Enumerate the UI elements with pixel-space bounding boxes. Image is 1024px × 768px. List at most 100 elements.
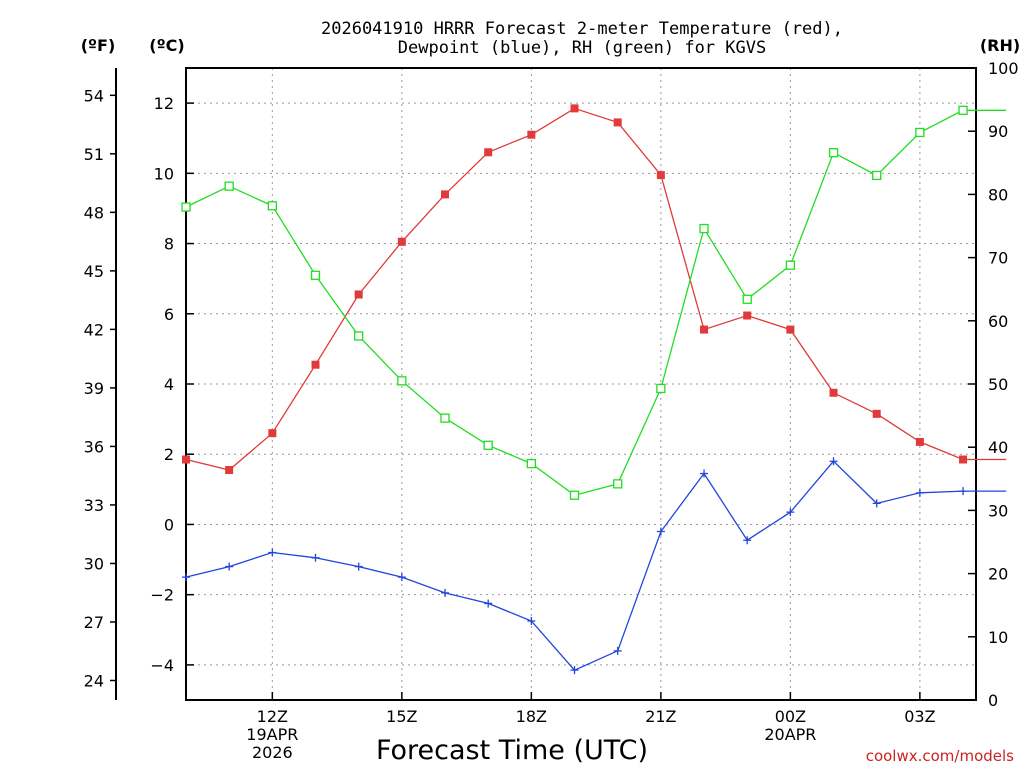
- x-tick-label: 00Z: [775, 707, 806, 726]
- temperature-point: [915, 437, 924, 446]
- rh-tick-label: 60: [988, 312, 1008, 331]
- dewpoint-point: [182, 573, 190, 582]
- celsius-tick-label: −4: [150, 656, 174, 675]
- dewpoint-point: [441, 588, 450, 597]
- fahrenheit-unit-label: (ºF): [81, 36, 116, 55]
- temperature-point: [441, 190, 450, 199]
- celsius-unit-label: (ºC): [149, 36, 184, 55]
- rh-point: [915, 127, 925, 138]
- rh-point: [569, 490, 580, 500]
- dewpoint-point: [311, 553, 320, 562]
- series-line-temperature: [185, 107, 1007, 471]
- x-tick-label: 20APR: [764, 725, 816, 744]
- dewpoint-point: [613, 646, 622, 655]
- temperature-point: [225, 466, 234, 475]
- fahrenheit-tick-label: 48: [84, 203, 104, 222]
- rh-point: [310, 270, 321, 280]
- temperature-point: [656, 171, 665, 180]
- x-tick-label: 19APR: [246, 725, 298, 744]
- dewpoint-point: [700, 469, 709, 478]
- celsius-tick-label: 2: [164, 445, 174, 464]
- temperature-point: [613, 118, 622, 127]
- temperature-point: [484, 148, 493, 157]
- fahrenheit-tick-label: 33: [84, 496, 104, 515]
- rh-point: [828, 148, 839, 158]
- rh-point: [354, 331, 364, 341]
- series-dewpoint: [182, 457, 1007, 675]
- dewpoint-point: [527, 617, 536, 625]
- series-temperature: [182, 104, 1007, 475]
- rh-tick-label: 90: [988, 122, 1008, 141]
- rh-point: [483, 440, 493, 450]
- dewpoint-point: [786, 508, 795, 517]
- rh-tick-label: 0: [988, 691, 998, 710]
- dewpoint-point: [959, 487, 968, 496]
- temperature-point: [786, 325, 795, 334]
- temperature-point: [311, 360, 320, 369]
- temperature-point: [743, 311, 752, 320]
- x-tick-label: 15Z: [386, 707, 417, 726]
- x-tick-label: 21Z: [645, 707, 676, 726]
- rh-point: [224, 181, 234, 191]
- dewpoint-point: [484, 599, 493, 608]
- temperature-point: [959, 455, 968, 464]
- rh-tick-label: 100: [988, 59, 1019, 78]
- fahrenheit-tick-label: 39: [84, 379, 104, 398]
- fahrenheit-tick-label: 51: [84, 145, 104, 164]
- temperature-point: [872, 409, 881, 418]
- watermark-link[interactable]: coolwx.com/models: [866, 747, 1014, 765]
- dewpoint-point: [354, 562, 363, 571]
- rh-tick-label: 10: [988, 628, 1008, 647]
- x-tick-label: 03Z: [904, 707, 935, 726]
- dewpoint-point: [570, 666, 579, 675]
- dewpoint-point: [743, 536, 752, 545]
- dewpoint-point: [397, 573, 406, 582]
- fahrenheit-tick-label: 24: [84, 671, 104, 690]
- data-series: [181, 104, 1007, 675]
- rh-tick-label: 80: [988, 185, 1008, 204]
- temperature-point: [182, 455, 190, 464]
- dewpoint-point: [225, 562, 234, 571]
- rh-tick-label: 40: [988, 438, 1008, 457]
- rh-point: [656, 383, 666, 394]
- dewpoint-point: [915, 488, 924, 497]
- x-tick-label: 12Z: [257, 707, 288, 726]
- temperature-point: [268, 429, 277, 438]
- rh-point: [613, 479, 623, 489]
- rh-tick-label: 50: [988, 375, 1008, 394]
- rh-point: [785, 260, 796, 270]
- dewpoint-point: [268, 548, 277, 557]
- dewpoint-point: [872, 499, 881, 508]
- dewpoint-point: [656, 527, 665, 536]
- fahrenheit-tick-label: 45: [84, 262, 104, 281]
- fahrenheit-tick-label: 54: [84, 86, 104, 105]
- temperature-point: [527, 130, 536, 139]
- series-line-rh: [185, 109, 1007, 496]
- rh-tick-label: 70: [988, 249, 1008, 268]
- grid-lines: [186, 68, 976, 700]
- celsius-tick-label: 4: [164, 375, 174, 394]
- celsius-tick-label: 12: [154, 94, 174, 113]
- x-tick-label: 2026: [252, 743, 293, 762]
- rh-point: [440, 413, 450, 423]
- rh-tick-label: 20: [988, 565, 1008, 584]
- rh-point: [181, 202, 191, 212]
- rh-unit-label: (RH): [980, 36, 1020, 55]
- x-axis-title: Forecast Time (UTC): [376, 735, 648, 766]
- temperature-point: [829, 388, 838, 397]
- fahrenheit-tick-label: 27: [84, 613, 104, 632]
- celsius-tick-label: 6: [164, 305, 174, 324]
- temperature-point: [570, 104, 579, 113]
- temperature-point: [397, 237, 406, 246]
- chart-title-line2: Dewpoint (blue), RH (green) for KGVS: [398, 38, 766, 58]
- fahrenheit-tick-label: 30: [84, 554, 104, 573]
- chart-title-line1: 2026041910 HRRR Forecast 2-meter Tempera…: [321, 19, 843, 39]
- tick-labels: 121086420−2−4545148454239363330272410090…: [84, 59, 1019, 762]
- celsius-tick-label: −2: [150, 586, 174, 605]
- rh-point: [742, 294, 752, 304]
- series-rh: [181, 105, 1007, 500]
- plot-frame: [185, 67, 977, 701]
- dewpoint-point: [829, 457, 838, 466]
- temperature-point: [354, 290, 363, 299]
